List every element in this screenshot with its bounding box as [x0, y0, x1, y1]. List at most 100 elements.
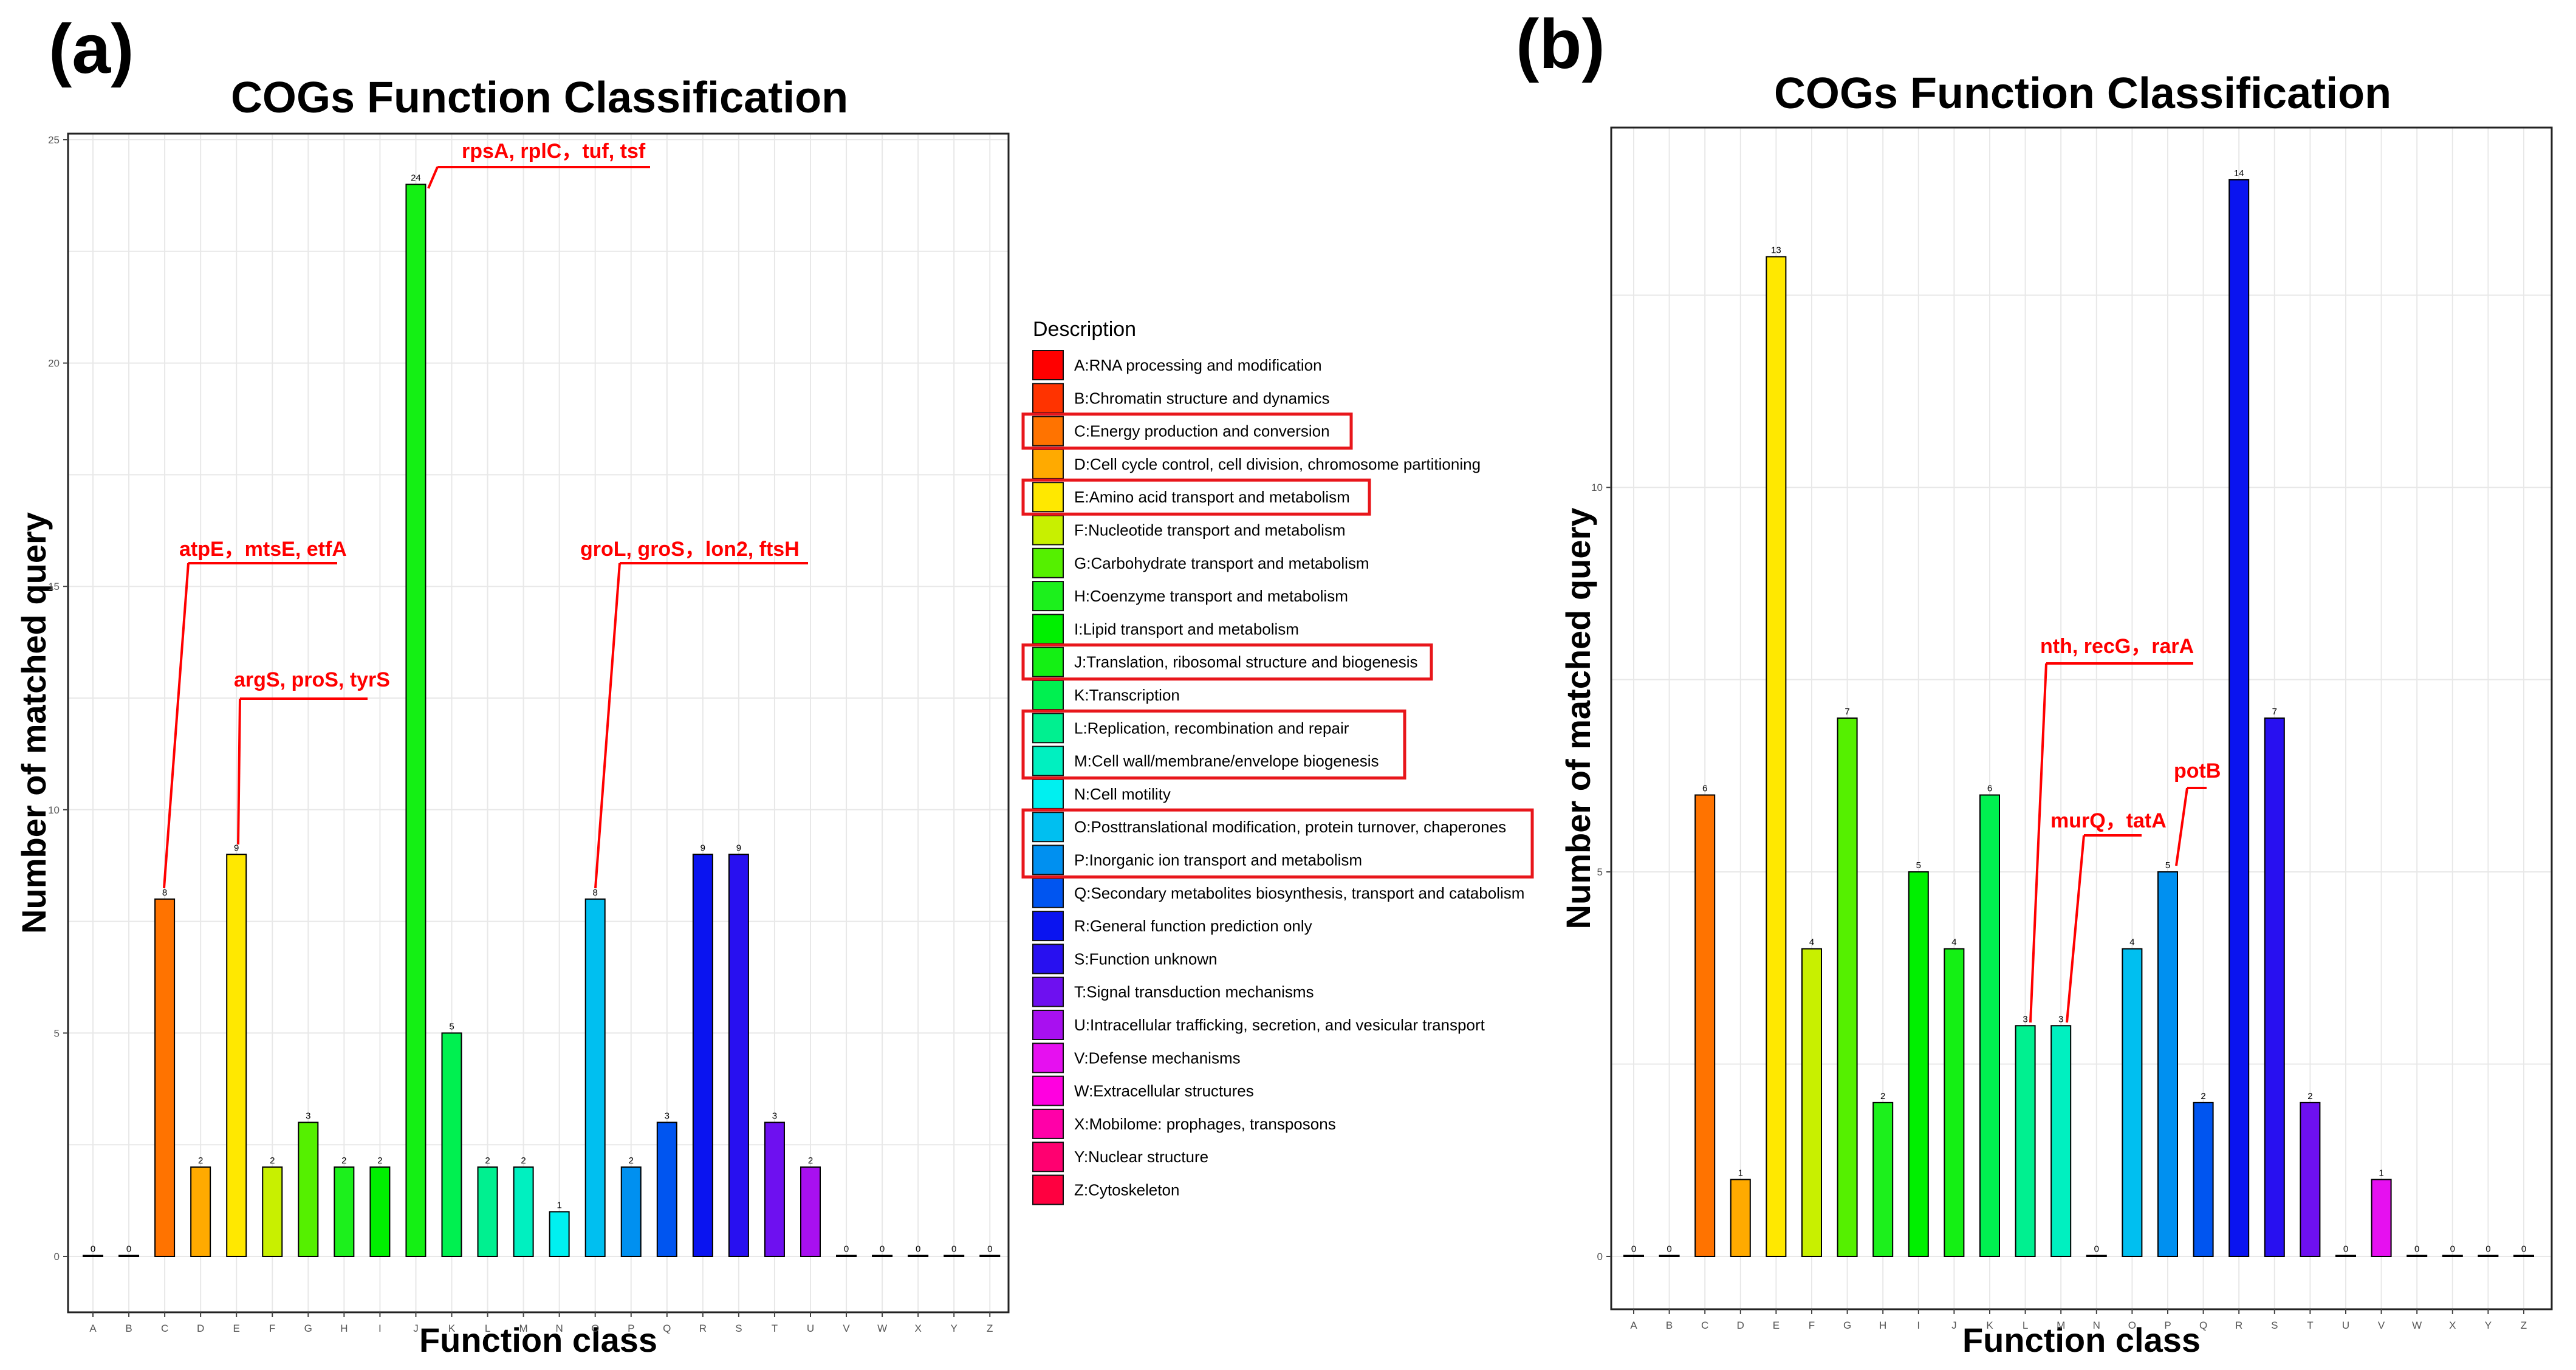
x-axis-title: Function class: [1962, 1321, 2201, 1359]
gridlines: [1611, 128, 2552, 1309]
bar-B: [1659, 1255, 1680, 1257]
bar-value-label: 0: [2094, 1244, 2099, 1255]
plot-frame: [67, 132, 1010, 1313]
bar-value-label: 0: [2414, 1244, 2419, 1255]
annotation-leader: [427, 166, 439, 189]
x-tick-label: V: [2378, 1320, 2385, 1331]
bar-value-label: 3: [772, 1111, 777, 1121]
bar-value-label: 2: [521, 1156, 526, 1166]
bar-value-label: 9: [234, 843, 239, 853]
bar-value-label: 14: [2234, 168, 2244, 179]
x-tick-label: C: [1701, 1320, 1708, 1331]
bar-value-label: 2: [2201, 1091, 2205, 1101]
chart-title: COGs Function Classification: [231, 74, 848, 122]
x-tick-label: H: [1879, 1320, 1886, 1331]
bar-T: [764, 1122, 785, 1257]
legend-entry-label: I:Lipid transport and metabolism: [1074, 620, 1299, 638]
bar-value-label: 1: [1738, 1168, 1743, 1178]
legend-swatch-C: [1032, 416, 1064, 447]
legend-entry-label: K:Transcription: [1074, 686, 1180, 704]
bar-value-label: 0: [880, 1244, 885, 1255]
x-axis-title: Function class: [419, 1321, 657, 1359]
legend-highlight-box: [1021, 808, 1534, 879]
bar-value-label: 13: [1771, 245, 1781, 256]
bar-value-label: 0: [951, 1244, 956, 1255]
x-tick-label: X: [914, 1323, 921, 1334]
annotation-leader: [2066, 835, 2085, 1023]
bar-F: [1801, 948, 1822, 1257]
bar-value-label: 2: [808, 1156, 813, 1166]
x-tick-label: Q: [2199, 1320, 2207, 1331]
legend-swatch-M: [1032, 745, 1064, 776]
legend-entry-label: O:Posttranslational modification, protei…: [1074, 818, 1506, 836]
bar-S: [2264, 717, 2285, 1258]
legend-swatch-N: [1032, 778, 1064, 809]
bar-value-label: 9: [736, 843, 741, 853]
bar-X: [2442, 1255, 2463, 1257]
x-tick-label: R: [2235, 1320, 2242, 1331]
x-tick-label: A: [89, 1323, 97, 1334]
x-tick-label: K: [448, 1323, 456, 1334]
legend: Description A:RNA processing and modifica…: [1021, 318, 1534, 1205]
bar-U: [2335, 1255, 2356, 1257]
bar-K: [1979, 794, 2000, 1257]
legend-swatch-Y: [1032, 1142, 1064, 1173]
bar-S: [728, 854, 749, 1257]
gene-annotation: rpsA, rplC，tuf, tsf: [462, 140, 646, 163]
bar-D: [1730, 1179, 1751, 1258]
bar-value-label: 0: [2343, 1244, 2348, 1255]
bar-value-label: 2: [629, 1156, 634, 1166]
bar-E: [226, 854, 247, 1257]
x-tick-label: W: [877, 1323, 887, 1334]
annotation-leader: [163, 563, 190, 889]
gridlines: [68, 134, 1009, 1312]
bar-H: [1872, 1101, 1894, 1258]
legend-entry-label: F:Nucleotide transport and metabolism: [1074, 521, 1346, 539]
bar-value-label: 0: [126, 1244, 131, 1255]
bar-value-label: 9: [701, 843, 705, 853]
x-tick-label: P: [628, 1323, 634, 1334]
y-tick-label: 0: [1597, 1251, 1603, 1262]
x-tick-label: I: [379, 1323, 382, 1334]
x-tick-label: Y: [951, 1323, 957, 1334]
x-tick-label: L: [485, 1323, 490, 1334]
bar-value-label: 5: [2165, 860, 2170, 871]
bar-value-label: 1: [2379, 1168, 2383, 1178]
bar-N: [2086, 1255, 2107, 1257]
bar-value-label: 6: [1702, 784, 1707, 794]
bar-N: [549, 1211, 570, 1257]
legend-swatch-T: [1032, 976, 1064, 1007]
x-tick-label: X: [2449, 1320, 2456, 1331]
bar-value-label: 2: [341, 1156, 346, 1166]
bar-Z: [2513, 1255, 2534, 1257]
x-tick-label: O: [591, 1323, 599, 1334]
bar-value-label: 3: [306, 1111, 310, 1121]
x-tick-label: O: [2128, 1320, 2136, 1331]
x-tick-label: I: [1917, 1320, 1920, 1331]
bar-P: [2157, 871, 2178, 1257]
x-tick-label: N: [556, 1323, 563, 1334]
bar-I: [1908, 871, 1929, 1257]
legend-swatch-B: [1032, 383, 1064, 414]
bar-R: [692, 854, 713, 1257]
bar-Y: [944, 1255, 965, 1257]
bar-M: [2050, 1025, 2072, 1257]
legend-entry-label: B:Chromatin structure and dynamics: [1074, 389, 1330, 407]
panel-a: (a) COGs Function Classification Function …: [15, 10, 1010, 1359]
bar-value-label: 3: [2023, 1014, 2027, 1024]
bar-value-label: 5: [449, 1021, 454, 1032]
y-tick-label: 10: [48, 804, 60, 816]
bar-value-label: 0: [2485, 1244, 2490, 1255]
bar-C: [154, 898, 176, 1257]
legend-entry-label: A:RNA processing and modification: [1074, 356, 1322, 374]
y-axis-title: Number of matched query: [1559, 508, 1597, 930]
legend-highlight-box: [1021, 478, 1371, 516]
bar-O: [584, 898, 606, 1257]
bar-Z: [979, 1255, 1001, 1257]
legend-entry-label: G:Carbohydrate transport and metabolism: [1074, 554, 1369, 572]
legend-swatch-R: [1032, 911, 1064, 942]
x-tick-label: P: [2164, 1320, 2171, 1331]
legend-swatch-H: [1032, 581, 1064, 612]
annotation-leader: [237, 698, 241, 845]
x-tick-label: T: [772, 1323, 778, 1334]
